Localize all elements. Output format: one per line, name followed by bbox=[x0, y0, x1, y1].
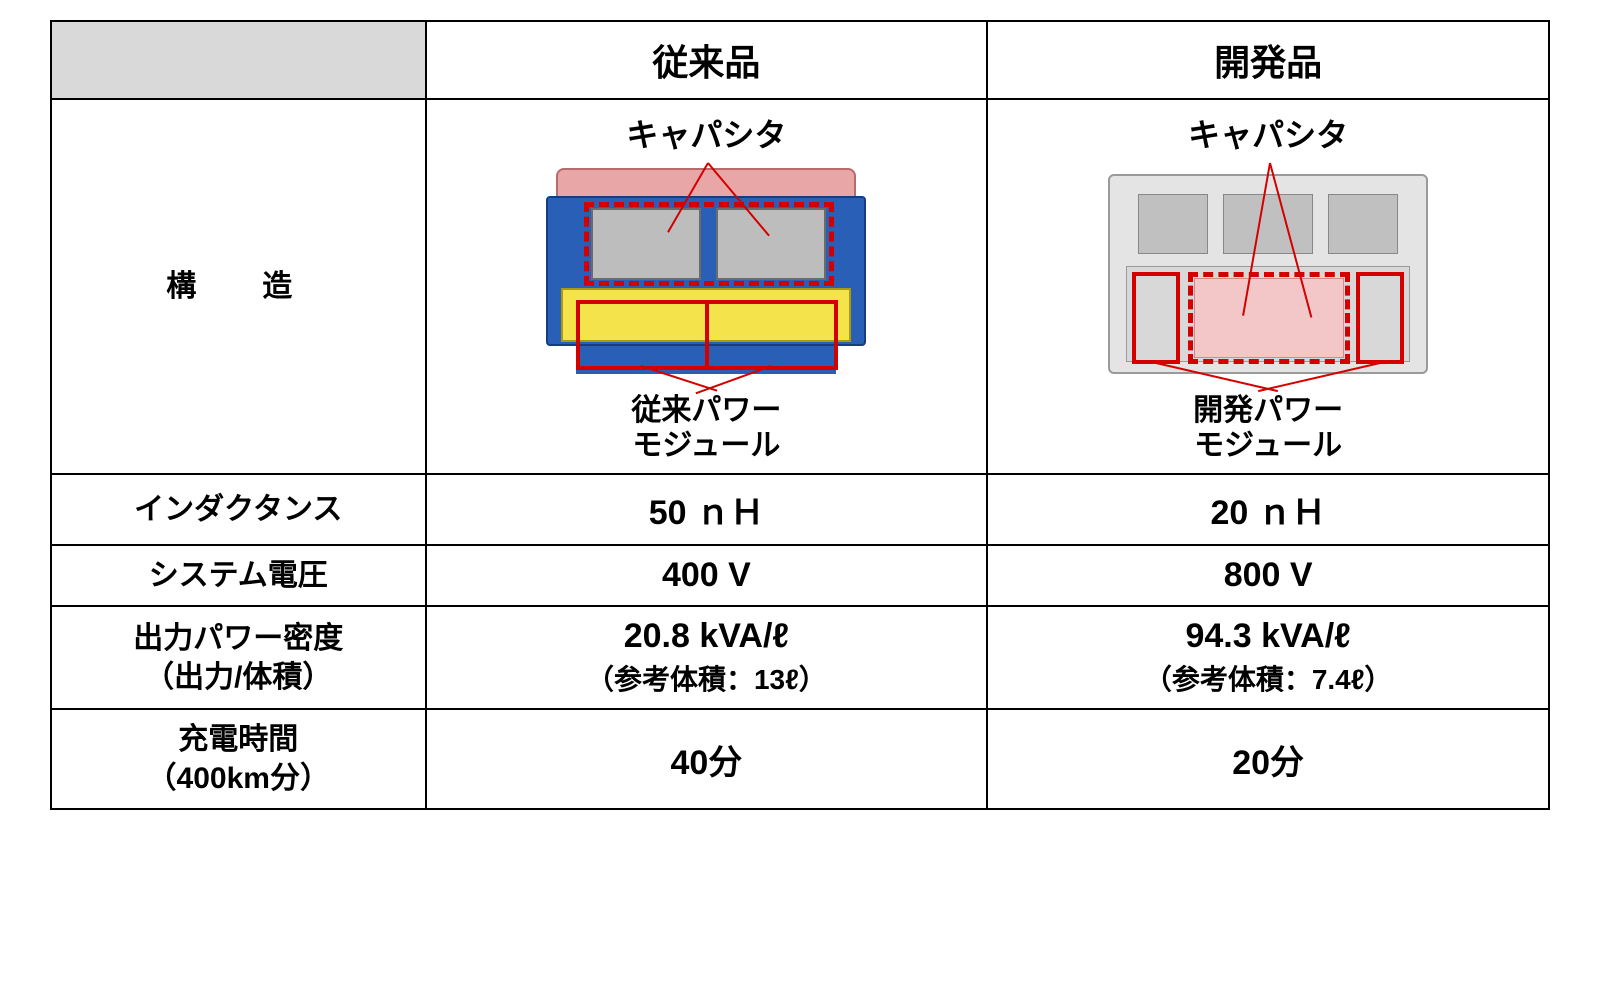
row-power-density-label: 出力パワー密度 （出力/体積） bbox=[51, 606, 426, 709]
conventional-diagram bbox=[536, 160, 876, 390]
pd-dev-sub: （参考体積：7.4ℓ） bbox=[996, 658, 1540, 698]
row-sys-voltage-label: システム電圧 bbox=[51, 545, 426, 606]
header-developed: 開発品 bbox=[987, 21, 1549, 99]
row-charge-time-label: 充電時間 （400km分） bbox=[51, 709, 426, 809]
row-structure-label: 構 造 bbox=[51, 99, 426, 474]
row-charge-time: 充電時間 （400km分） 40分 20分 bbox=[51, 709, 1549, 809]
dev-inner-1 bbox=[1138, 194, 1208, 254]
row-sys-voltage: システム電圧 400 V 800 V bbox=[51, 545, 1549, 606]
conv-cap-annotation bbox=[584, 202, 834, 286]
dev-inner-2 bbox=[1223, 194, 1313, 254]
dev-capacitor-label: キャパシタ bbox=[1188, 110, 1348, 156]
cell-structure-developed: キャパシタ 開発パワー bbox=[987, 99, 1549, 474]
pd-conv-main: 20.8 kVA/ℓ bbox=[435, 617, 979, 656]
cell-inductance-dev: 20 ｎＨ bbox=[987, 474, 1549, 545]
row-structure: 構 造 キャパシタ bbox=[51, 99, 1549, 474]
dev-power-module-label: 開発パワー モジュール bbox=[1193, 394, 1343, 463]
pd-label-l1: 出力パワー密度 bbox=[133, 622, 343, 655]
row-inductance-label: インダクタンス bbox=[51, 474, 426, 545]
header-conventional: 従来品 bbox=[426, 21, 988, 99]
cell-ct-dev: 20分 bbox=[987, 709, 1549, 809]
header-blank bbox=[51, 21, 426, 99]
conv-power-divider bbox=[705, 300, 709, 370]
ct-label-l2: （400km分） bbox=[147, 762, 330, 795]
cell-structure-conventional: キャパシタ 従来パワー bbox=[426, 99, 988, 474]
dev-power-right bbox=[1356, 272, 1404, 364]
conv-pm-l2: モジュール bbox=[632, 429, 780, 462]
cell-sysv-conv: 400 V bbox=[426, 545, 988, 606]
cell-ct-conv: 40分 bbox=[426, 709, 988, 809]
dev-cap-annotation bbox=[1188, 272, 1350, 364]
row-power-density: 出力パワー密度 （出力/体積） 20.8 kVA/ℓ （参考体積：13ℓ） 94… bbox=[51, 606, 1549, 709]
pd-conv-sub: （参考体積：13ℓ） bbox=[435, 658, 979, 698]
cell-pd-dev: 94.3 kVA/ℓ （参考体積：7.4ℓ） bbox=[987, 606, 1549, 709]
ct-label-l1: 充電時間 bbox=[178, 723, 298, 756]
dev-inner-3 bbox=[1328, 194, 1398, 254]
conv-power-module-label: 従来パワー モジュール bbox=[631, 394, 781, 463]
header-row: 従来品 開発品 bbox=[51, 21, 1549, 99]
conv-case bbox=[556, 168, 856, 198]
cell-sysv-dev: 800 V bbox=[987, 545, 1549, 606]
conv-pm-l1: 従来パワー bbox=[631, 394, 781, 427]
conv-capacitor-label: キャパシタ bbox=[626, 110, 786, 156]
dev-pm-l1: 開発パワー bbox=[1193, 394, 1343, 427]
cell-inductance-conv: 50 ｎＨ bbox=[426, 474, 988, 545]
dev-pm-l2: モジュール bbox=[1194, 429, 1342, 462]
comparison-table: 従来品 開発品 構 造 キャパシタ bbox=[50, 20, 1550, 810]
pd-dev-main: 94.3 kVA/ℓ bbox=[996, 617, 1540, 656]
row-inductance: インダクタンス 50 ｎＨ 20 ｎＨ bbox=[51, 474, 1549, 545]
developed-diagram bbox=[1098, 160, 1438, 390]
pd-label-l2: （出力/体積） bbox=[144, 661, 332, 694]
dev-power-left bbox=[1132, 272, 1180, 364]
cell-pd-conv: 20.8 kVA/ℓ （参考体積：13ℓ） bbox=[426, 606, 988, 709]
